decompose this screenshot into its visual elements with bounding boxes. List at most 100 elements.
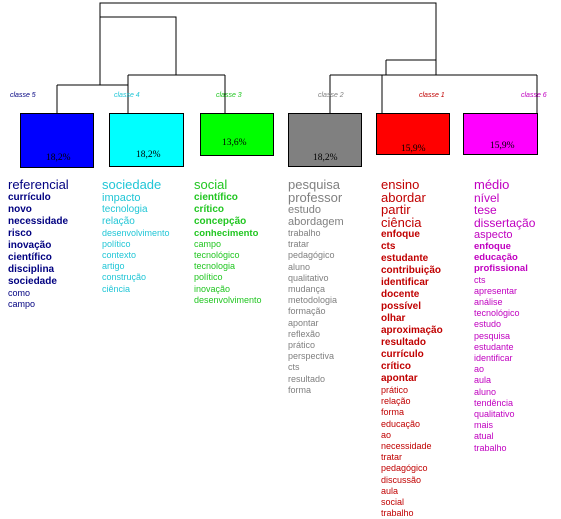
word-item: partir (381, 202, 411, 217)
classe3-label: classe 3 (216, 92, 242, 99)
word-item: nível (474, 190, 500, 205)
classe6-word-list: médio nível tese dissertação aspecto enfoque e… (474, 178, 535, 454)
word-item: tese (474, 203, 497, 217)
word-item: crítico (381, 361, 412, 372)
classe5-word-list: referencial currículo novo necessidade risco… (8, 178, 69, 310)
word-item: aluno (288, 261, 311, 272)
word-item: estudo (474, 319, 502, 330)
word-item: social (381, 497, 405, 508)
word-item: necessidade (8, 215, 69, 227)
classe6-box (463, 113, 538, 155)
word-item: discussão (381, 474, 422, 485)
word-item: profissional (474, 263, 528, 275)
word-item: tecnológico (194, 249, 240, 260)
word-item: crítico (194, 203, 225, 215)
word-item: possível (381, 301, 422, 312)
word-item: perspectiva (288, 351, 335, 362)
word-item: aspecto (474, 229, 513, 241)
word-item: inovação (8, 239, 52, 251)
classe4-label: classe 4 (114, 92, 140, 99)
word-item: cts (381, 241, 396, 252)
classe2-label: classe 2 (318, 92, 344, 99)
word-item: tecnologia (194, 261, 236, 272)
word-item: pesquisa (474, 330, 511, 341)
word-item: relação (102, 215, 135, 227)
classe4-word-list: sociedade impacto tecnologia relação desenvo… (102, 177, 170, 295)
word-item: científico (194, 191, 238, 203)
word-item: aula (381, 485, 399, 496)
word-item: análise (474, 297, 503, 308)
word-item: social (194, 177, 228, 192)
word-item: pesquisa (288, 177, 341, 192)
word-item: docente (381, 289, 420, 300)
dendrogram-left-group (56, 16, 226, 113)
classe3-box (200, 113, 274, 156)
word-item: sociedade (102, 177, 162, 192)
word-item: currículo (8, 191, 51, 203)
classe5-label: classe 5 (10, 92, 36, 99)
classe1-percent: 15,9% (401, 144, 426, 154)
classe1-box (376, 113, 450, 155)
word-item: disciplina (8, 263, 55, 275)
word-item: estudo (288, 204, 322, 216)
word-item: abordar (381, 189, 426, 205)
word-item: desenvolvimento (194, 294, 262, 305)
word-item: aproximação (381, 325, 443, 336)
classe2-word-list: pesquisa professor estudo abordagem trabalho… (288, 177, 344, 396)
classe2-percent: 18,2% (313, 153, 338, 163)
word-item: ensino (381, 177, 420, 192)
word-item: político (102, 238, 131, 249)
word-item: apresentar (474, 285, 518, 296)
word-item: impacto (102, 191, 141, 204)
word-item: novo (8, 203, 32, 215)
word-item: olhar (381, 313, 406, 324)
classe2-box (288, 113, 362, 167)
classe5-box (20, 113, 94, 168)
classe3-word-list: social científico crítico concepção conhecim… (194, 177, 262, 306)
word-item: forma (288, 384, 312, 395)
word-item: prático (288, 340, 316, 351)
word-item: concepção (194, 215, 247, 227)
word-item: inovação (194, 283, 231, 294)
word-item: científico (8, 251, 52, 263)
word-item: sociedade (8, 275, 57, 287)
word-item: professor (288, 189, 343, 205)
word-item: forma (381, 407, 405, 418)
word-item: qualitativo (288, 272, 329, 283)
word-item: estudante (474, 341, 514, 352)
word-item: prático (381, 385, 409, 395)
classe1-word-list: ensino abordar partir ciência enfoque cts estu… (381, 177, 443, 519)
word-item: currículo (381, 349, 424, 360)
word-item: atual (474, 431, 494, 442)
word-item: desenvolvimento (102, 227, 170, 238)
word-item: ao (474, 364, 485, 375)
word-item: apontar (381, 373, 418, 384)
word-item: identificar (381, 277, 429, 288)
word-item: conhecimento (194, 227, 259, 239)
word-item: tecnológico (474, 308, 520, 319)
word-item: tratar (288, 239, 310, 250)
word-item: tratar (381, 452, 403, 463)
word-item: enfoque (381, 229, 420, 240)
word-item: campo (194, 238, 222, 249)
word-item: risco (8, 227, 32, 239)
word-item: contexto (102, 249, 137, 260)
word-item: formação (288, 306, 326, 317)
word-item: necessidade (381, 441, 432, 452)
classe4-box (109, 113, 184, 167)
word-item: construção (102, 272, 147, 283)
word-item: contribuição (381, 265, 442, 276)
word-item: trabalho (381, 508, 414, 519)
classe3-percent: 13,6% (222, 138, 247, 148)
word-item: pedagógico (288, 250, 335, 261)
word-item: aula (474, 375, 492, 386)
classe4-percent: 18,2% (136, 150, 161, 160)
word-item: trabalho (288, 228, 321, 238)
word-item: político (194, 272, 223, 283)
word-item: enfoque (474, 241, 511, 252)
word-item: cts (474, 274, 486, 285)
classe5-percent: 18,2% (46, 153, 71, 163)
classe6-label: classe 6 (521, 92, 547, 99)
word-item: ciência (102, 283, 131, 294)
word-item: abordagem (288, 216, 344, 228)
